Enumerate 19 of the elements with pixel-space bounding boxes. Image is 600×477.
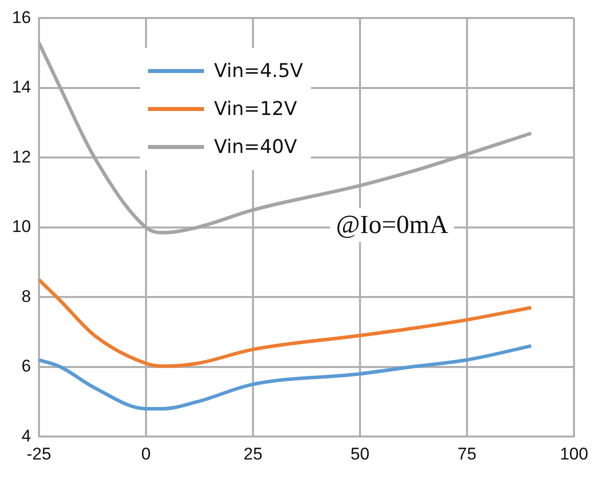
y-tick-label: 16 (12, 8, 31, 27)
legend-label: Vin=40V (214, 136, 297, 158)
legend-label: Vin=12V (214, 98, 297, 120)
y-tick-label: 14 (12, 78, 31, 97)
y-tick-label: 12 (12, 147, 31, 166)
x-tick-label: 50 (350, 444, 370, 464)
line-series (38, 278, 533, 368)
legend-label: Vin=4.5V (214, 60, 304, 82)
x-tick-label: 75 (458, 444, 476, 464)
x-tick-label: 100 (560, 444, 588, 464)
x-tick-label: 25 (243, 444, 262, 464)
y-tick-label: 6 (21, 356, 31, 376)
y-tick-label: 8 (21, 286, 31, 306)
y-tick-label: 4 (21, 426, 31, 446)
y-tick-label: 10 (12, 217, 31, 236)
x-tick-label: 0 (141, 444, 151, 464)
line-series (38, 344, 533, 410)
x-tick-label: -25 (26, 444, 52, 464)
annotation: @Io=0mA (330, 208, 454, 242)
